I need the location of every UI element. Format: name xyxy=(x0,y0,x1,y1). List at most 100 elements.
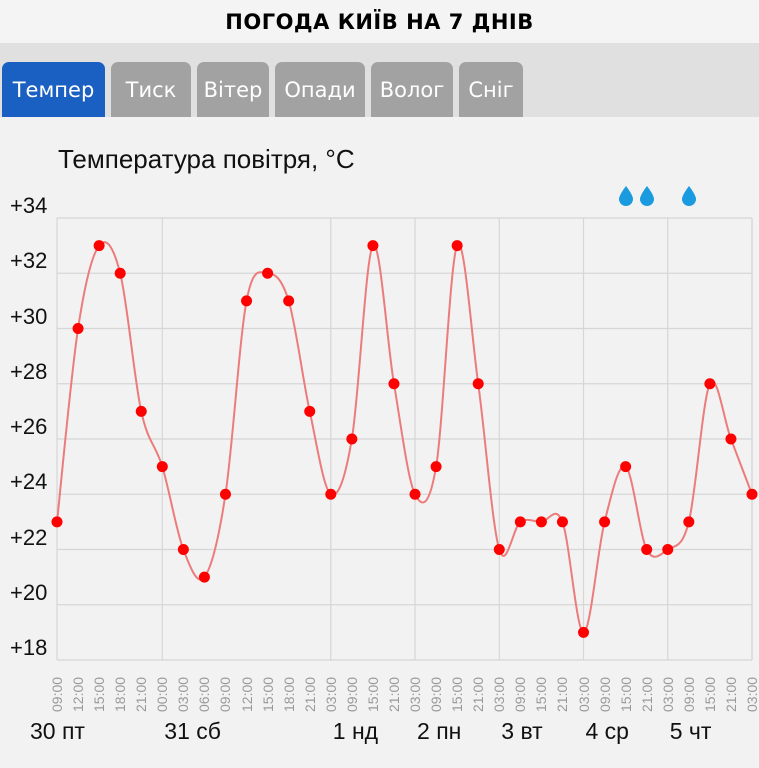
data-point[interactable] xyxy=(578,626,590,638)
y-tick-label: +32 xyxy=(10,248,48,274)
data-point[interactable] xyxy=(367,240,379,252)
tab-3[interactable]: Опади xyxy=(275,62,365,117)
data-point[interactable] xyxy=(304,405,316,417)
data-point[interactable] xyxy=(683,516,695,528)
y-tick-label: +28 xyxy=(10,358,48,384)
data-point[interactable] xyxy=(219,488,231,500)
y-tick-label: +20 xyxy=(10,579,48,605)
tab-1[interactable]: Тиск xyxy=(111,62,191,117)
day-label: 5 чт xyxy=(669,718,712,744)
x-tick-label: 12:00 xyxy=(238,676,255,712)
x-tick-label: 03:00 xyxy=(491,676,508,712)
x-tick-label: 15:00 xyxy=(617,676,634,712)
chart-title: Температура повітря, °C xyxy=(58,144,355,174)
data-point[interactable] xyxy=(198,571,210,583)
x-tick-label: 15:00 xyxy=(449,676,466,712)
x-tick-label: 18:00 xyxy=(112,676,129,712)
data-point[interactable] xyxy=(114,267,126,279)
data-point[interactable] xyxy=(388,378,400,390)
tab-0[interactable]: Темпер xyxy=(2,62,105,117)
y-tick-label: +22 xyxy=(10,524,48,550)
day-label: 30 пт xyxy=(30,718,85,744)
data-point[interactable] xyxy=(241,295,253,307)
x-tick-label: 15:00 xyxy=(91,676,108,712)
rain-drop-icon xyxy=(681,186,696,206)
tab-4[interactable]: Волог xyxy=(371,62,453,117)
x-tick-label: 15:00 xyxy=(259,676,276,712)
tab-bar: Темпер Тиск Вітер Опади Волог Сніг xyxy=(0,43,759,117)
data-point[interactable] xyxy=(283,295,295,307)
day-label: 4 ср xyxy=(585,718,629,744)
x-tick-label: 18:00 xyxy=(280,676,297,712)
data-point[interactable] xyxy=(535,516,547,528)
data-point[interactable] xyxy=(346,433,358,445)
x-tick-label: 09:00 xyxy=(217,676,234,712)
data-point[interactable] xyxy=(472,378,484,390)
day-label: 3 вт xyxy=(501,718,543,744)
x-tick-label: 15:00 xyxy=(533,676,550,712)
rain-drop-icon xyxy=(639,186,654,206)
day-label: 1 нд xyxy=(332,718,379,744)
x-tick-label: 09:00 xyxy=(512,676,529,712)
x-tick-label: 03:00 xyxy=(407,676,424,712)
data-point[interactable] xyxy=(493,544,505,555)
x-tick-label: 03:00 xyxy=(659,676,676,712)
x-tick-label: 03:00 xyxy=(175,676,192,712)
x-tick-label: 21:00 xyxy=(554,676,571,712)
x-tick-label: 21:00 xyxy=(638,676,655,712)
page-header: ПОГОДА КИЇВ НА 7 ДНІВ xyxy=(0,0,759,43)
data-point[interactable] xyxy=(556,516,568,528)
y-tick-label: +24 xyxy=(10,469,48,495)
data-point[interactable] xyxy=(51,516,63,528)
x-tick-label: 03:00 xyxy=(744,676,759,712)
data-point[interactable] xyxy=(620,461,632,473)
data-point[interactable] xyxy=(514,516,526,528)
page-title: ПОГОДА КИЇВ НА 7 ДНІВ xyxy=(225,9,534,34)
data-point[interactable] xyxy=(641,544,653,555)
x-tick-label: 15:00 xyxy=(701,676,718,712)
tabs: Темпер Тиск Вітер Опади Волог Сніг xyxy=(2,62,523,117)
y-tick-label: +30 xyxy=(10,303,48,329)
data-point[interactable] xyxy=(177,544,189,555)
tab-2[interactable]: Вітер xyxy=(197,62,269,117)
x-tick-label: 12:00 xyxy=(70,676,87,712)
x-tick-label: 03:00 xyxy=(322,676,339,712)
data-point[interactable] xyxy=(662,544,674,555)
data-point[interactable] xyxy=(409,488,421,500)
data-point[interactable] xyxy=(262,267,274,279)
x-tick-label: 09:00 xyxy=(680,676,697,712)
rain-drop-icon xyxy=(618,186,633,206)
x-tick-label: 21:00 xyxy=(301,676,318,712)
data-point[interactable] xyxy=(430,461,442,473)
x-tick-label: 21:00 xyxy=(385,676,402,712)
data-point[interactable] xyxy=(599,516,611,528)
day-label: 2 пн xyxy=(417,718,462,744)
x-tick-label: 09:00 xyxy=(49,676,65,712)
x-tick-label: 09:00 xyxy=(428,676,445,712)
y-tick-label: +18 xyxy=(10,635,48,660)
data-point[interactable] xyxy=(746,488,758,500)
data-point[interactable] xyxy=(325,488,337,500)
temperature-line xyxy=(56,241,753,634)
y-tick-label: +26 xyxy=(10,414,48,439)
data-point[interactable] xyxy=(93,240,105,252)
data-point[interactable] xyxy=(704,378,716,390)
data-point[interactable] xyxy=(451,240,463,252)
x-tick-label: 03:00 xyxy=(575,676,592,712)
data-point[interactable] xyxy=(725,433,737,445)
data-point[interactable] xyxy=(72,323,84,334)
x-tick-label: 15:00 xyxy=(364,676,381,712)
y-tick-label: +34 xyxy=(10,193,48,218)
day-label: 31 сб xyxy=(164,718,221,744)
x-tick-label: 06:00 xyxy=(196,676,213,712)
data-point[interactable] xyxy=(156,461,168,473)
x-tick-label: 21:00 xyxy=(133,676,150,712)
x-tick-label: 09:00 xyxy=(343,676,360,712)
x-tick-label: 21:00 xyxy=(722,676,739,712)
data-point[interactable] xyxy=(135,405,147,417)
x-tick-label: 21:00 xyxy=(470,676,487,712)
x-tick-label: 09:00 xyxy=(596,676,613,712)
x-tick-label: 00:00 xyxy=(154,676,171,712)
tab-5[interactable]: Сніг xyxy=(459,62,523,117)
